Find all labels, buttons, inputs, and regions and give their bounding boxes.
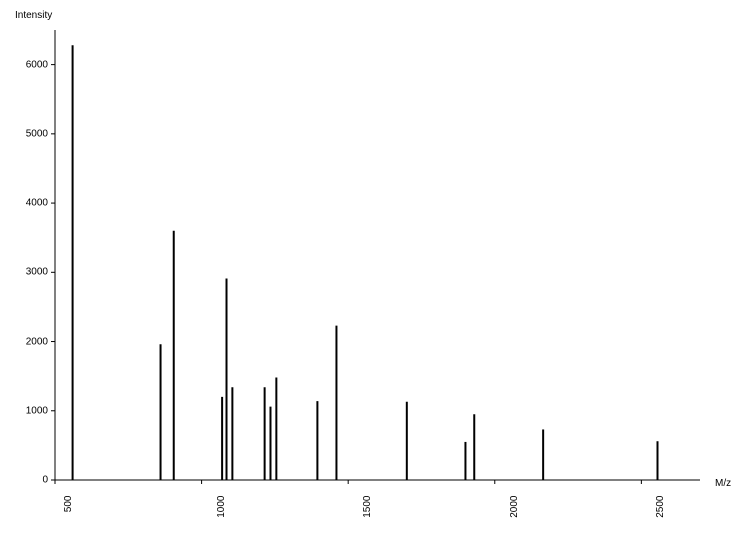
x-tick-label: 500: [63, 496, 74, 513]
x-tick-label: 1000: [215, 496, 226, 518]
y-tick-label: 4000: [26, 198, 48, 209]
y-tick-label: 5000: [26, 128, 48, 139]
mass-spectrum-chart: Intensity M/z 0 1000 2000 3000 4000 5000 6000 5…: [0, 0, 750, 540]
plot-area: [0, 0, 750, 540]
y-tick-label: 6000: [26, 59, 48, 70]
y-tick-label: 0: [42, 475, 48, 486]
y-tick-label: 1000: [26, 405, 48, 416]
y-tick-label: 2000: [26, 336, 48, 347]
x-tick-label: 2500: [655, 496, 666, 518]
y-axis-title: Intensity: [15, 10, 52, 21]
x-tick-label: 1500: [362, 496, 373, 518]
y-tick-label: 3000: [26, 267, 48, 278]
x-axis-title: M/z: [715, 478, 731, 489]
x-tick-label: 2000: [509, 496, 520, 518]
